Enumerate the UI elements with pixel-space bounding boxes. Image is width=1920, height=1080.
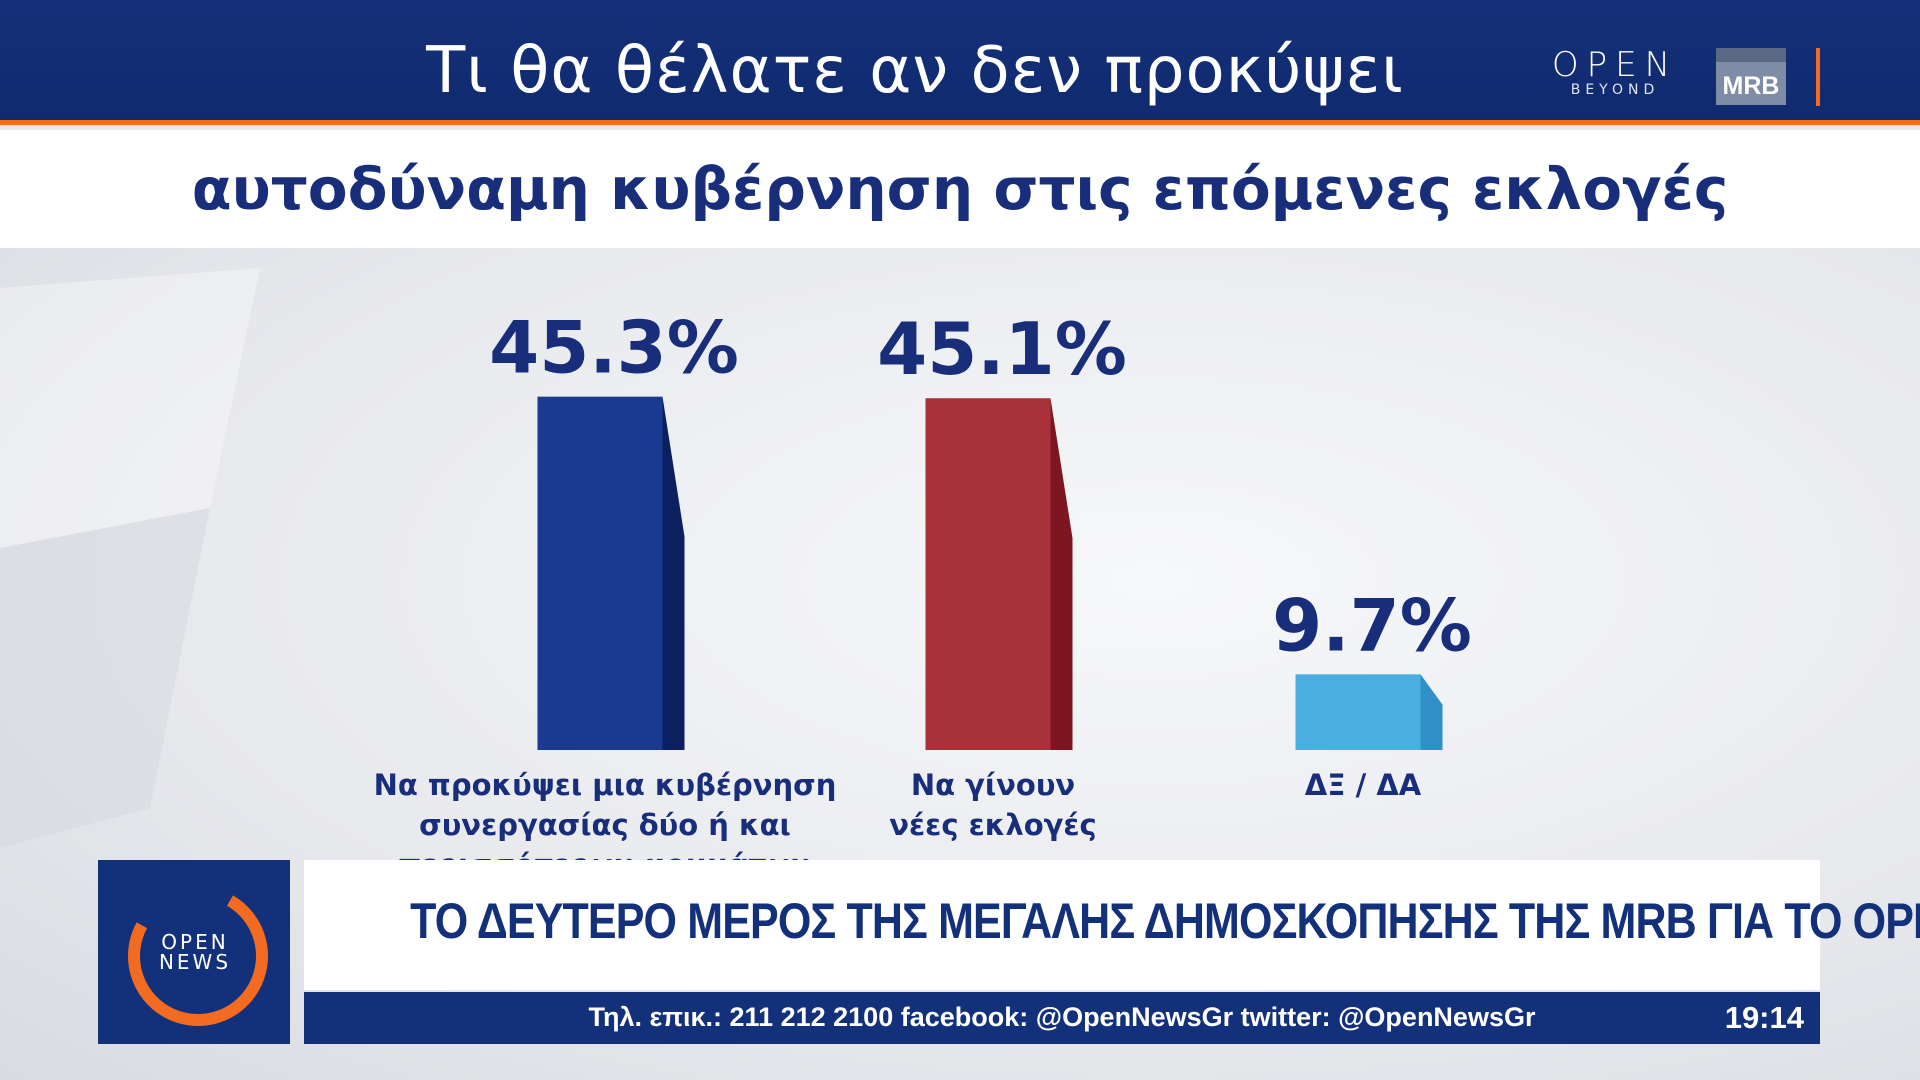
orange-underline [0,120,1920,125]
bar-value-label-2: 45.1% [877,307,1127,391]
open-beyond-logo: OPEN BEYOND [1545,48,1685,98]
bar-category-label-2: Να γίνουν [911,768,1075,802]
headline-box: ΤΟ ΔΕΥΤΕΡΟ ΜΕΡΟΣ ΤΗΣ ΜΕΓΑΛΗΣ ΔΗΜΟΣΚΟΠΗΣΗ… [304,860,1920,990]
open-news-logo-line2: NEWS [158,950,232,974]
bar-side-1 [662,396,685,750]
bar-category-label-1: Να προκύψει μια κυβέρνηση [374,768,837,802]
mrb-logo: MRB [1716,48,1786,105]
bar-value-label-1: 45.3% [489,306,739,390]
background-shards [0,268,260,848]
ticker-text: Τηλ. επικ.: 211 212 2100 facebook: @Open… [588,1002,1536,1032]
bar-1 [537,396,663,750]
open-logo-sub: BEYOND [1570,82,1660,98]
news-headline: ΤΟ ΔΕΥΤΕΡΟ ΜΕΡΟΣ ΤΗΣ ΜΕΓΑΛΗΣ ΔΗΜΟΣΚΟΠΗΣΗ… [410,893,1920,949]
mrb-logo-strip [1716,48,1786,62]
bar-category-label-2: νέες εκλογές [889,808,1096,842]
bar-3 [1295,674,1421,750]
bar-side-2 [1050,398,1073,750]
chart-title-line1: Τι θα θέλατε αν δεν προκύψει [426,34,1404,108]
bg-shard [0,508,210,848]
bar-2 [925,398,1051,750]
clock: 19:14 [1724,1000,1804,1035]
top-title-bar: Τι θα θέλατε αν δεν προκύψει OPEN BEYOND… [0,0,1920,125]
open-logo-word: OPEN [1551,45,1679,85]
mrb-logo-text: MRB [1722,72,1780,100]
info-ticker: Τηλ. επικ.: 211 212 2100 facebook: @Open… [304,992,1820,1044]
bar-side-3 [1420,674,1443,750]
bar-chart: 45.3% Να προκύψει μια κυβέρνηση συνεργασία… [0,268,1472,882]
subtitle-band: αυτοδύναμη κυβέρνηση στις επόμενες εκλογ… [0,130,1920,248]
bg-shard [0,268,260,548]
open-news-logo-text: OPEN NEWS [150,932,240,972]
orange-separator [1816,48,1820,106]
bar-value-label-3: 9.7% [1272,583,1472,667]
bars-layer: 45.3% Να προκύψει μια κυβέρνηση συνεργασία… [374,306,1472,882]
bar-category-label-3: ΔΞ / ΔΑ [1305,768,1422,802]
open-news-logo: OPEN NEWS [98,860,290,1044]
bar-category-label-1: συνεργασίας δύο ή και [419,808,791,842]
open-news-ring-icon [128,886,268,1026]
open-news-logo-line1: OPEN [161,930,229,954]
chart-title-line2: αυτοδύναμη κυβέρνηση στις επόμενες εκλογ… [191,155,1729,223]
